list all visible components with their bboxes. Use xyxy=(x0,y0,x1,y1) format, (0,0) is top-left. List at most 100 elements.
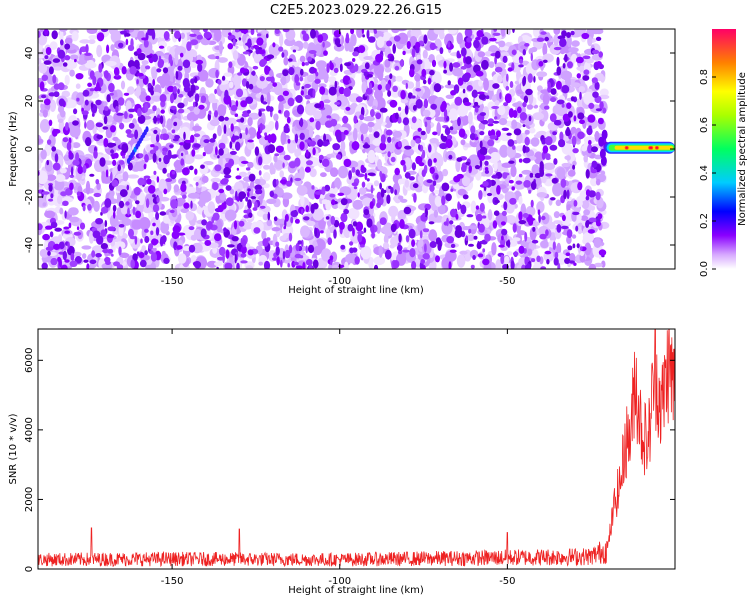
spectrogram-noise-blob xyxy=(352,127,358,142)
spectrogram-noise-blob xyxy=(499,92,502,100)
spectrogram-noise-blob xyxy=(314,103,322,109)
spectrogram-noise-blob xyxy=(145,95,151,102)
spectrogram-noise-blob xyxy=(104,220,108,228)
spectrogram-noise-blob xyxy=(222,253,225,264)
spectrogram-noise-blob xyxy=(283,110,290,118)
spectrogram-noise-blob xyxy=(398,195,404,200)
spectrogram-noise-blob xyxy=(200,164,205,169)
spectrogram-noise-blob xyxy=(247,117,253,127)
spectrogram-noise-blob xyxy=(98,63,103,73)
spectrogram-noise-blob xyxy=(518,173,523,178)
spectrogram-noise-blob xyxy=(242,51,250,55)
spectrogram-noise-blob xyxy=(247,38,252,49)
spectrogram-noise-blob xyxy=(509,81,514,88)
spectrogram-noise-blob xyxy=(278,46,284,52)
spectrogram-noise-blob xyxy=(395,75,403,82)
spectrogram-noise-blob xyxy=(582,232,595,243)
spectrogram-noise-blob xyxy=(597,213,603,220)
spectrogram-noise-blob xyxy=(194,168,198,175)
spectrogram-noise-blob xyxy=(409,68,415,78)
spectrogram-noise-blob xyxy=(363,71,368,76)
spectrogram-noise-blob xyxy=(136,79,139,85)
spectrogram-noise-blob xyxy=(503,201,508,211)
spectrogram-noise-blob xyxy=(343,158,352,168)
spectrogram-noise-blob xyxy=(73,251,82,257)
spectrogram-noise-blob xyxy=(39,81,45,91)
spectrogram-noise-blob xyxy=(367,149,376,164)
spectrogram-noise-blob xyxy=(474,101,479,106)
spectrogram-noise-blob xyxy=(545,229,549,237)
spectrogram-noise-blob xyxy=(287,97,295,107)
spectrogram-noise-blob xyxy=(508,160,515,164)
spectrogram-noise-blob xyxy=(558,139,566,148)
spectrogram-noise-blob xyxy=(287,262,291,268)
spectrogram-noise-blob xyxy=(115,241,126,250)
spectrogram-noise-blob xyxy=(218,148,224,156)
spectrogram-noise-blob xyxy=(235,141,241,151)
spectrogram-noise-blob xyxy=(422,212,426,217)
spectrogram-noise-blob xyxy=(446,134,453,141)
spectrogram-noise-blob xyxy=(501,228,508,236)
spectrogram-noise-blob xyxy=(536,255,541,263)
spectrogram-noise-blob xyxy=(542,145,549,154)
spectrogram-noise-blob xyxy=(163,257,170,264)
spectrogram-noise-blob xyxy=(67,99,77,108)
spectrogram-noise-blob xyxy=(38,138,44,144)
spectrogram-noise-blob xyxy=(62,200,69,206)
spectrogram-noise-blob xyxy=(138,153,144,159)
spectrogram-noise-blob xyxy=(590,168,598,174)
spectrogram-noise-blob xyxy=(493,29,497,32)
spectrogram-noise-blob xyxy=(553,257,559,266)
spectrogram-noise-blob xyxy=(95,179,100,185)
spectrogram-noise-blob xyxy=(465,161,471,166)
spectrogram-noise-blob xyxy=(397,210,407,221)
spectrogram-noise-blob xyxy=(322,41,325,48)
spectrogram-noise-blob xyxy=(143,163,147,170)
spectrogram-noise-blob xyxy=(126,133,135,139)
spectrogram-noise-blob xyxy=(543,105,550,110)
spectrogram-noise-blob xyxy=(270,76,275,84)
spectrogram-noise-blob xyxy=(124,33,131,37)
spectrogram-noise-blob xyxy=(362,144,371,149)
spectrogram-noise-blob xyxy=(357,192,360,198)
spectrogram-noise-blob xyxy=(371,231,375,239)
spectrogram-noise-blob xyxy=(363,116,375,122)
spectrogram-noise-blob xyxy=(63,226,70,230)
spectrogram-noise-blob xyxy=(447,29,458,34)
spectrogram-noise-blob xyxy=(370,109,375,117)
spectrogram-noise-blob xyxy=(90,102,94,109)
spectrogram-noise-blob xyxy=(441,100,447,110)
spectrogram-noise-blob xyxy=(362,34,365,38)
spectrogram-noise-blob xyxy=(560,225,569,230)
spectrogram-noise-blob xyxy=(354,63,359,72)
spectrogram-noise-blob xyxy=(183,97,189,107)
spectrogram-noise-blob xyxy=(566,102,572,109)
spectrogram-noise-blob xyxy=(588,190,596,198)
spectrogram-panel: -150 -100 -50 -40 -20 0 20 40 Height of straig… xyxy=(8,28,676,296)
spectrogram-noise-blob xyxy=(53,66,62,71)
x-tick-label: -100 xyxy=(328,276,351,287)
spectrogram-noise-blob xyxy=(492,120,500,124)
spectrogram-noise-blob xyxy=(323,50,328,56)
spectrogram-noise-blob xyxy=(144,103,149,113)
spectrogram-noise-blob xyxy=(49,231,54,238)
spectrogram-noise-blob xyxy=(579,91,582,100)
spectrogram-noise-blob xyxy=(595,191,601,201)
spectrogram-noise-blob xyxy=(260,94,264,104)
spectrogram-noise-blob xyxy=(445,193,452,202)
spectrogram-noise-blob xyxy=(224,116,229,121)
spectrogram-noise-blob xyxy=(484,169,489,174)
signal-onset-blob xyxy=(601,129,608,140)
spectrogram-noise-blob xyxy=(452,67,463,77)
spectrogram-noise-blob xyxy=(229,99,232,108)
spectrogram-noise-blob xyxy=(429,166,435,174)
spectrogram-noise-blob xyxy=(295,243,300,252)
spectrogram-noise-blob xyxy=(448,261,452,269)
spectrogram-noise-blob xyxy=(397,140,402,148)
spectrogram-noise-blob xyxy=(178,58,183,68)
spectrogram-noise-blob xyxy=(470,200,477,214)
spectrogram-noise-blob xyxy=(177,253,187,264)
spectrogram-noise-blob xyxy=(567,61,573,69)
spectrogram-noise-blob xyxy=(41,191,50,195)
spectrogram-noise-blob xyxy=(511,186,515,191)
